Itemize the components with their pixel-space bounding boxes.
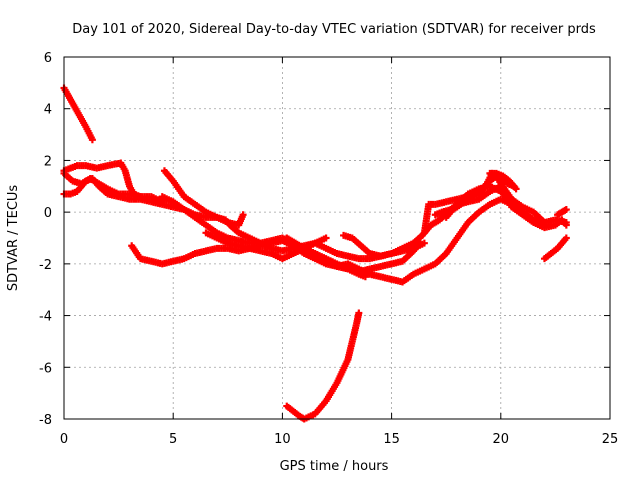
series-arc-9 bbox=[283, 234, 369, 281]
y-tick-label: -4 bbox=[39, 310, 52, 325]
data-points bbox=[60, 84, 570, 423]
data-point bbox=[562, 221, 570, 229]
series-arc-11 bbox=[283, 309, 363, 423]
data-point bbox=[322, 234, 330, 242]
x-axis-label: GPS time / hours bbox=[280, 459, 389, 474]
data-point bbox=[562, 206, 570, 214]
series-arc-17 bbox=[554, 206, 570, 219]
y-tick-label: 2 bbox=[44, 154, 52, 169]
chart-title: Day 101 of 2020, Sidereal Day-to-day VTE… bbox=[72, 22, 596, 37]
series-arc-18 bbox=[431, 182, 548, 226]
plot-frame bbox=[63, 56, 611, 420]
data-point bbox=[562, 234, 570, 242]
y-tick-label: -8 bbox=[39, 413, 52, 428]
data-point bbox=[361, 273, 369, 281]
y-tick-label: 4 bbox=[44, 103, 52, 118]
series-arc-16 bbox=[540, 234, 570, 263]
series-arc-15 bbox=[486, 169, 520, 193]
x-tick-label: 5 bbox=[169, 432, 177, 447]
y-tick-label: -2 bbox=[39, 258, 52, 273]
data-point bbox=[239, 211, 247, 219]
y-axis-label: SDTVAR / TECUs bbox=[6, 185, 21, 292]
x-tick-label: 20 bbox=[493, 432, 510, 447]
series-arc-10 bbox=[340, 231, 426, 260]
data-point bbox=[355, 309, 363, 317]
grid bbox=[64, 57, 610, 419]
x-tick-label: 25 bbox=[602, 432, 619, 447]
y-tick-labels: -8 -6 -4 -2 0 2 4 6 bbox=[39, 51, 52, 428]
x-tick-label: 15 bbox=[383, 432, 400, 447]
data-point bbox=[540, 218, 548, 226]
series-arc-1 bbox=[60, 84, 96, 144]
data-point bbox=[88, 136, 96, 144]
axis-ticks bbox=[63, 56, 611, 420]
data-point bbox=[420, 239, 428, 247]
data-point bbox=[512, 185, 520, 193]
x-tick-label: 0 bbox=[60, 432, 68, 447]
y-tick-label: 6 bbox=[44, 51, 52, 66]
x-tick-label: 10 bbox=[274, 432, 291, 447]
y-tick-label: 0 bbox=[44, 206, 52, 221]
x-tick-labels: 0 5 10 15 20 25 bbox=[60, 432, 618, 447]
y-tick-label: -6 bbox=[39, 361, 52, 376]
